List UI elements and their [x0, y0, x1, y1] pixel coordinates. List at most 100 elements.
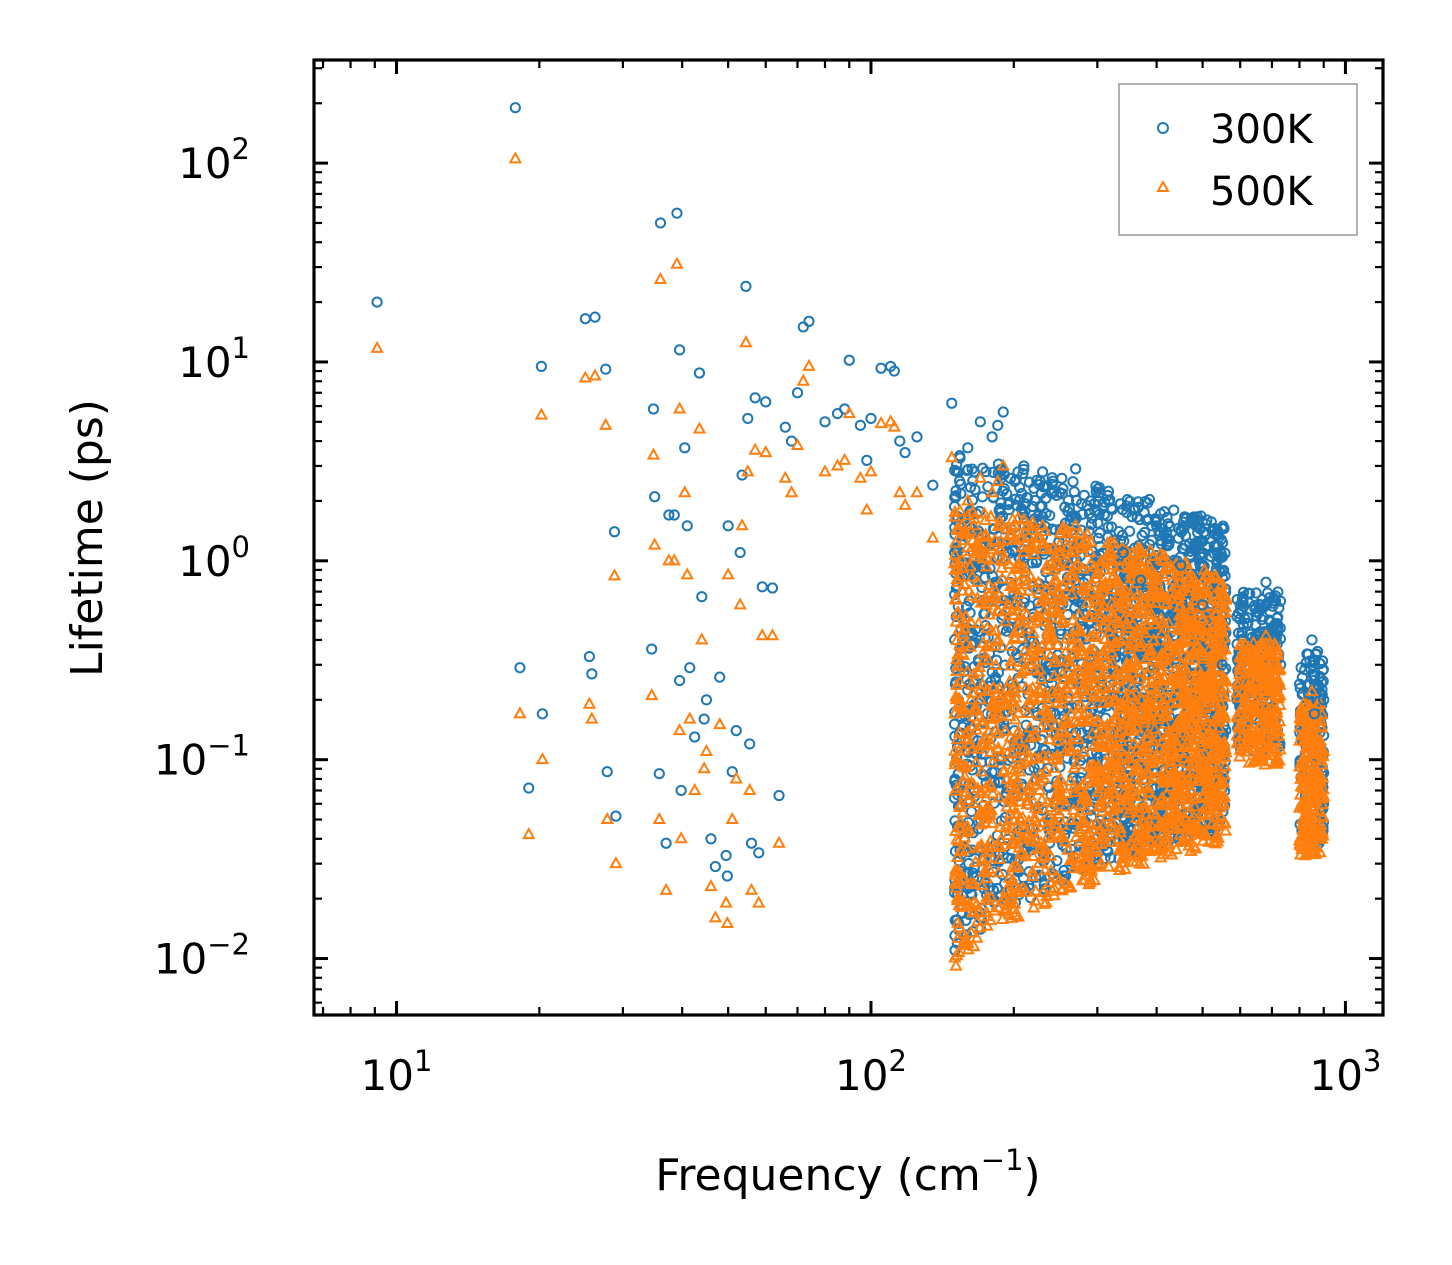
- dense-point-500k: [1007, 896, 1022, 909]
- dense-point-500k: [1160, 596, 1174, 609]
- dense-point-500k: [1160, 633, 1174, 646]
- dense-point-500k: [960, 664, 975, 677]
- dense-point-300k: [1306, 659, 1319, 671]
- dense-point-500k: [1186, 818, 1200, 831]
- dense-point-500k: [1078, 714, 1093, 727]
- dense-point-500k: [1047, 562, 1061, 575]
- dense-point-500k: [1041, 630, 1056, 643]
- dense-point-500k: [1139, 771, 1153, 784]
- dense-point-500k: [1271, 688, 1286, 701]
- dense-point-500k: [970, 702, 984, 715]
- dense-point-500k: [1082, 579, 1096, 592]
- dense-point-500k: [979, 559, 994, 572]
- dense-point-500k: [1303, 698, 1317, 711]
- dense-point-500k: [1105, 724, 1120, 737]
- dense-point-500k: [992, 790, 1006, 803]
- dense-point-500k: [1295, 798, 1309, 811]
- dense-point-500k: [1201, 568, 1215, 581]
- dense-point-500k: [994, 543, 1008, 556]
- dense-point-500k: [1015, 831, 1029, 844]
- dense-point-500k: [1196, 833, 1210, 846]
- dense-point-500k: [1190, 709, 1205, 722]
- dense-point-500k: [988, 532, 1002, 545]
- dense-point-500k: [1068, 784, 1082, 797]
- dense-point-500k: [1061, 732, 1075, 745]
- dense-point-500k: [1003, 729, 1018, 742]
- dense-point-500k: [1141, 726, 1155, 739]
- dense-point-500k: [1161, 690, 1175, 703]
- dense-point-500k: [973, 692, 988, 705]
- dense-point-500k: [1076, 791, 1091, 805]
- dense-point-500k: [1056, 790, 1070, 803]
- dense-point-500k: [1067, 535, 1082, 548]
- dense-point-300k: [1175, 526, 1187, 538]
- dense-point-500k: [1038, 523, 1052, 536]
- dense-point-500k: [1047, 880, 1061, 893]
- dense-point-500k: [1270, 755, 1284, 768]
- dense-point-500k: [1308, 846, 1323, 860]
- dense-point-500k: [955, 552, 969, 565]
- dense-point-300k: [1310, 648, 1322, 661]
- dense-point-500k: [977, 864, 991, 877]
- dense-point-500k: [1038, 609, 1052, 622]
- dense-point-500k: [1190, 689, 1205, 702]
- dense-point-500k: [995, 553, 1009, 566]
- dense-point-500k: [1064, 880, 1078, 893]
- dense-point-500k: [1165, 819, 1179, 832]
- dense-point-500k: [1041, 809, 1055, 822]
- dense-point-500k: [1085, 726, 1100, 739]
- dense-point-500k: [1056, 579, 1070, 592]
- dense-point-500k: [989, 710, 1003, 723]
- dense-point-500k: [1098, 631, 1112, 644]
- dense-point-500k: [1249, 673, 1264, 686]
- dense-point-300k: [1015, 503, 1028, 515]
- dense-point-300k: [1250, 587, 1262, 599]
- dense-point-500k: [1093, 725, 1107, 738]
- dense-point-500k: [1003, 638, 1017, 651]
- dense-point-500k: [963, 544, 977, 557]
- dense-point-500k: [1156, 696, 1170, 709]
- dense-point-500k: [1052, 806, 1066, 819]
- dense-point-300k: [1206, 525, 1218, 538]
- dense-point-500k: [1293, 720, 1307, 733]
- dense-point-500k: [1030, 610, 1045, 623]
- dense-point-500k: [1022, 696, 1036, 709]
- dense-point-500k: [1230, 736, 1244, 749]
- dense-point-500k: [948, 547, 962, 560]
- dense-point-500k: [1175, 696, 1189, 709]
- dense-point-500k: [1163, 779, 1178, 792]
- dense-point-500k: [1253, 717, 1267, 730]
- dense-point-300k: [1256, 613, 1268, 626]
- dense-point-500k: [1181, 732, 1196, 745]
- dense-point-500k: [1180, 796, 1194, 809]
- dense-point-500k: [956, 561, 970, 574]
- dense-point-500k: [1078, 854, 1092, 867]
- dense-point-300k: [987, 492, 1000, 504]
- dense-point-500k: [1186, 647, 1200, 660]
- dense-point-500k: [1077, 829, 1092, 842]
- dense-point-500k: [949, 865, 963, 878]
- dense-point-500k: [1095, 671, 1110, 684]
- dense-point-500k: [1207, 794, 1221, 807]
- dense-point-500k: [1106, 606, 1120, 619]
- dense-point-300k: [1293, 678, 1306, 690]
- dense-point-500k: [975, 713, 990, 726]
- dense-point-500k: [1133, 780, 1148, 793]
- dense-point-500k: [1104, 819, 1118, 832]
- dense-point-300k: [1044, 671, 1056, 684]
- dense-point-500k: [1038, 848, 1052, 861]
- dense-point-500k: [1150, 709, 1165, 722]
- dense-point-300k: [1092, 490, 1104, 502]
- dense-point-500k: [1165, 847, 1179, 860]
- dense-point-500k: [1134, 588, 1148, 601]
- dense-point-500k: [1067, 760, 1081, 773]
- dense-point-500k: [1104, 735, 1119, 748]
- dense-point-500k: [1232, 675, 1247, 688]
- dense-point-500k: [1105, 571, 1120, 584]
- dense-point-500k: [955, 583, 969, 596]
- dense-point-500k: [1040, 719, 1054, 732]
- dense-point-500k: [1050, 637, 1065, 651]
- dense-point-500k: [1029, 833, 1043, 846]
- dense-point-500k: [1124, 557, 1138, 570]
- dense-point-300k: [1235, 604, 1247, 616]
